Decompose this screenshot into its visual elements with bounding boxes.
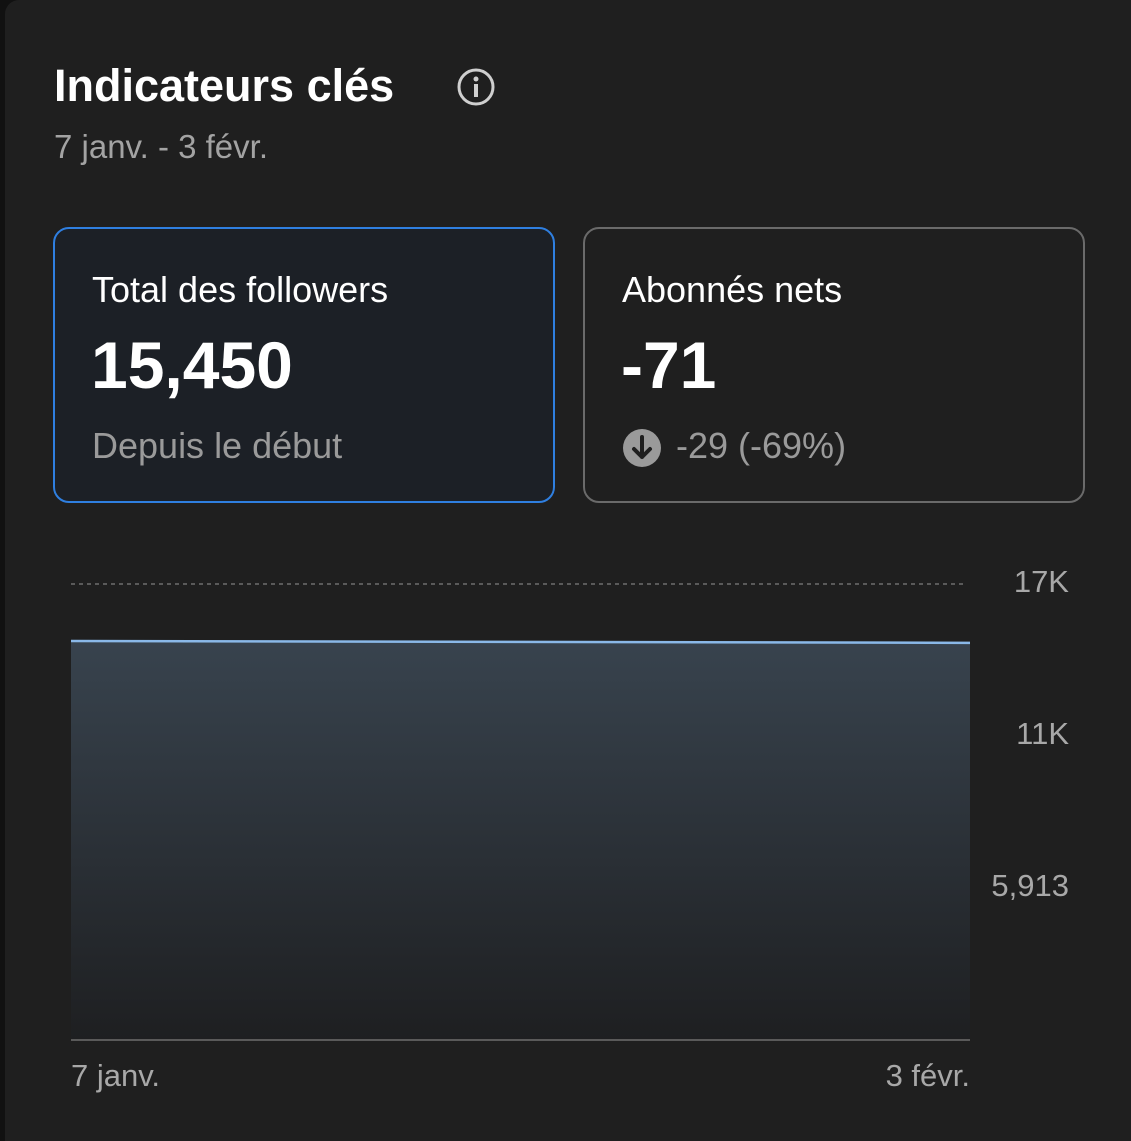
y-tick-label: 17K (1014, 564, 1069, 599)
metric-card[interactable]: Total des followers 15,450 Depuis le déb… (53, 227, 555, 503)
card-value: 15,450 (91, 328, 293, 402)
subtitle: 7 janv. - 3 févr. (54, 128, 268, 165)
down-icon (623, 429, 661, 467)
card-value: -71 (621, 328, 717, 402)
card-label: Abonnés nets (622, 269, 843, 310)
title: Indicateurs clés (54, 60, 395, 111)
card-change: -29 (-69%) (676, 425, 847, 466)
line (70, 639, 971, 645)
y-tick-label: 11K (1016, 716, 1069, 751)
metric-card[interactable]: Abonnés nets -71 -29 (-69%) (583, 227, 1085, 503)
card-note: Depuis le début (92, 425, 343, 466)
info-icon[interactable] (456, 67, 496, 107)
x-tick-label: 7 janv. (71, 1058, 160, 1093)
x-tick-label: 3 févr. (886, 1058, 970, 1093)
y-tick-label: 5,913 (991, 868, 1069, 903)
card-label: Total des followers (92, 269, 389, 310)
area (71, 641, 970, 1040)
